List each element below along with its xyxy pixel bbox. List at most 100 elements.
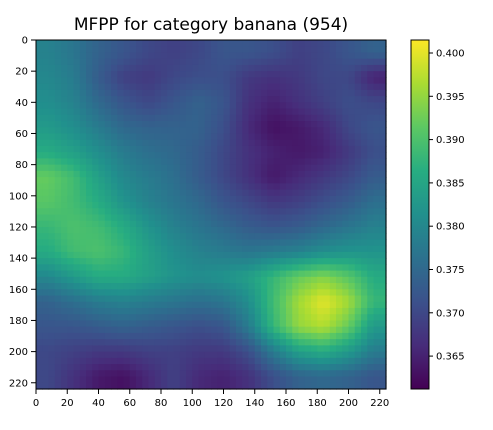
heatmap-cell <box>67 208 75 216</box>
x-tick-label: 200 <box>339 398 358 409</box>
heatmap-cell <box>179 276 187 284</box>
heatmap-cell <box>198 233 206 241</box>
heatmap-cell <box>229 139 237 147</box>
heatmap-cell <box>179 314 187 322</box>
heatmap-cell <box>167 320 175 328</box>
heatmap-cell <box>123 202 131 209</box>
heatmap-cell <box>329 114 337 122</box>
heatmap-cell <box>111 96 118 103</box>
heatmap-cell <box>329 83 337 91</box>
heatmap-cell <box>198 326 206 334</box>
heatmap-cell <box>323 83 331 91</box>
heatmap-cell <box>267 239 275 247</box>
heatmap-cell <box>267 145 275 153</box>
heatmap-cell <box>248 46 256 54</box>
heatmap-cell <box>254 164 262 172</box>
heatmap-cell <box>73 233 81 241</box>
heatmap-cell <box>98 245 106 253</box>
heatmap-cell <box>73 295 81 303</box>
heatmap-cell <box>61 220 68 228</box>
heatmap-cell <box>98 214 106 222</box>
heatmap-cell <box>198 102 206 110</box>
heatmap-cell <box>317 295 325 303</box>
heatmap-cell <box>79 58 87 66</box>
heatmap-cell <box>79 102 87 110</box>
heatmap-cell <box>298 183 306 191</box>
heatmap-cell <box>111 177 118 184</box>
heatmap-cell <box>304 239 312 247</box>
heatmap-cell <box>354 64 362 72</box>
heatmap-cell <box>123 121 131 128</box>
heatmap-cell <box>154 177 162 184</box>
heatmap-cell <box>73 158 81 166</box>
heatmap-cell <box>329 226 337 234</box>
heatmap-cell <box>92 170 100 178</box>
heatmap-cell <box>211 264 218 272</box>
heatmap-cell <box>186 158 193 166</box>
heatmap-cell <box>354 139 362 147</box>
heatmap-cell <box>354 202 362 209</box>
heatmap-cell <box>217 158 225 166</box>
colorbar-tick-label: 0.385 <box>436 178 465 189</box>
heatmap-cell <box>248 64 256 72</box>
heatmap-cell <box>73 77 81 85</box>
heatmap-cell <box>148 301 156 309</box>
heatmap-cell <box>261 283 268 290</box>
heatmap-cell <box>336 376 343 384</box>
heatmap-cell <box>223 289 231 297</box>
heatmap-cell <box>254 276 262 284</box>
heatmap-cell <box>223 320 231 328</box>
heatmap-cell <box>148 307 156 315</box>
heatmap-cell <box>342 382 350 390</box>
heatmap-cell <box>267 339 275 346</box>
heatmap-cell <box>54 208 62 216</box>
heatmap-cell <box>373 283 381 290</box>
heatmap-cell <box>367 233 375 241</box>
heatmap-cell <box>223 370 231 378</box>
heatmap-cell <box>136 189 143 197</box>
heatmap-cell <box>104 351 112 359</box>
heatmap-cell <box>61 133 68 141</box>
heatmap-cell <box>167 127 175 135</box>
heatmap-cell <box>148 370 156 378</box>
heatmap-cell <box>129 314 137 322</box>
heatmap-cell <box>61 376 68 384</box>
heatmap-cell <box>379 270 387 278</box>
heatmap-cell <box>298 364 306 371</box>
heatmap-cell <box>48 295 56 303</box>
heatmap-cell <box>173 357 181 365</box>
heatmap-cell <box>192 164 200 172</box>
heatmap-cell <box>123 376 131 384</box>
heatmap-cell <box>54 307 62 315</box>
heatmap-cell <box>179 121 187 128</box>
heatmap-cell <box>54 133 62 141</box>
heatmap-cell <box>192 364 200 371</box>
heatmap-cell <box>254 121 262 128</box>
heatmap-cell <box>173 83 181 91</box>
heatmap-cell <box>298 89 306 97</box>
heatmap-cell <box>67 289 75 297</box>
heatmap-cell <box>129 214 137 222</box>
heatmap-cell <box>111 121 118 128</box>
heatmap-cell <box>173 332 181 340</box>
heatmap-cell <box>48 214 56 222</box>
heatmap-cell <box>311 382 318 390</box>
heatmap-cell <box>123 208 131 216</box>
heatmap-cell <box>54 89 62 97</box>
heatmap-cell <box>104 295 112 303</box>
heatmap-cell <box>198 208 206 216</box>
heatmap-cell <box>173 52 181 60</box>
heatmap-cell <box>179 96 187 103</box>
heatmap-cell <box>317 96 325 103</box>
heatmap-cell <box>329 357 337 365</box>
heatmap-cell <box>167 326 175 334</box>
heatmap-cell <box>154 276 162 284</box>
heatmap-cell <box>192 264 200 272</box>
heatmap-cell <box>223 183 231 191</box>
heatmap-cell <box>298 121 306 128</box>
heatmap-cell <box>229 351 237 359</box>
heatmap-cell <box>111 152 118 160</box>
heatmap-cell <box>123 220 131 228</box>
heatmap-cell <box>354 345 362 353</box>
heatmap-cell <box>379 58 387 66</box>
